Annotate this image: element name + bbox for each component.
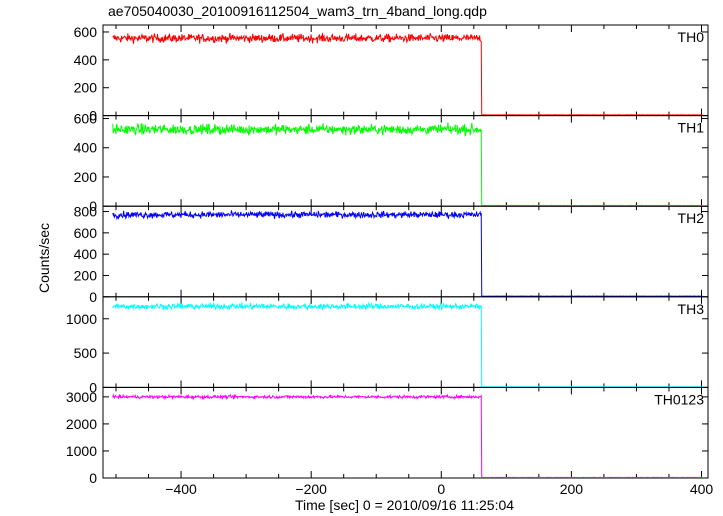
panel-frame (102, 386, 709, 479)
y-tick-label: 3000 (66, 389, 97, 405)
y-tick-label: 200 (74, 267, 98, 283)
y-tick-label: 400 (74, 52, 98, 68)
panel-frame (102, 205, 709, 298)
y-tick-label: 2000 (66, 416, 97, 432)
series-line-th3 (112, 301, 703, 388)
y-tick-label: 0 (89, 198, 97, 214)
series-label: TH0 (678, 29, 705, 45)
x-tick-label: 400 (690, 481, 714, 497)
series-label: TH1 (678, 120, 705, 136)
y-tick-label: 400 (74, 246, 98, 262)
panel-frame (102, 296, 709, 388)
series-line-th2 (112, 210, 703, 297)
series-label: TH0123 (654, 391, 704, 407)
x-tick-label: 0 (437, 481, 445, 497)
y-tick-label: 600 (74, 111, 98, 127)
panel-frame (102, 24, 709, 117)
x-axis-label: Time [sec] 0 = 2010/09/16 11:25:04 (294, 497, 515, 513)
x-tick-label: −400 (165, 481, 197, 497)
series-label: TH2 (678, 210, 705, 226)
y-tick-label: 0 (89, 379, 97, 395)
y-tick-label: 200 (74, 169, 98, 185)
series-line-th0123 (112, 393, 703, 478)
x-tick-label: −200 (295, 481, 327, 497)
series-line-th1 (112, 122, 703, 207)
y-tick-label: 600 (74, 24, 98, 40)
y-tick-label: 200 (74, 80, 98, 96)
chart-title: ae705040030_20100916112504_wam3_trn_4ban… (108, 3, 487, 19)
y-tick-label: 600 (74, 225, 98, 241)
y-tick-label: 0 (89, 470, 97, 486)
y-tick-label: 1000 (66, 311, 97, 327)
y-tick-label: 800 (74, 204, 98, 220)
y-axis-label: Counts/sec (36, 222, 52, 294)
y-tick-label: 0 (89, 108, 97, 124)
y-tick-label: 1000 (66, 443, 97, 459)
y-tick-label: 0 (89, 289, 97, 305)
x-tick-label: 200 (560, 481, 584, 497)
series-line-th0 (112, 32, 703, 116)
series-label: TH3 (678, 301, 705, 317)
y-tick-label: 400 (74, 140, 98, 156)
y-tick-label: 500 (74, 345, 98, 361)
